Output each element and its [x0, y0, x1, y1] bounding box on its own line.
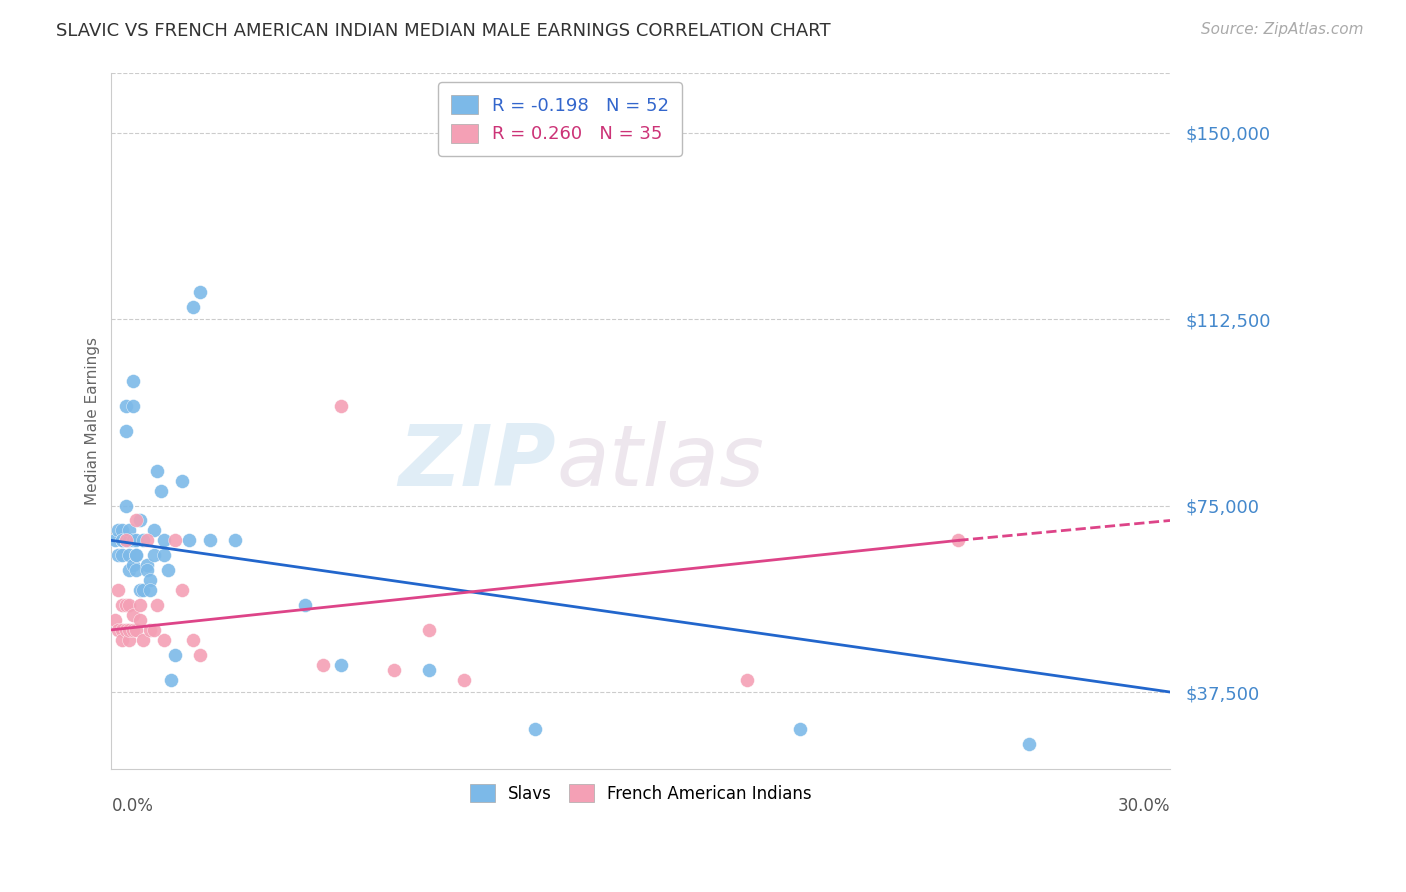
Point	[153, 533, 176, 548]
Point	[142, 524, 165, 538]
Point	[114, 623, 136, 637]
Point	[128, 513, 150, 527]
Point	[121, 623, 143, 637]
Point	[135, 563, 157, 577]
Point	[163, 648, 186, 662]
Point	[114, 499, 136, 513]
Text: SLAVIC VS FRENCH AMERICAN INDIAN MEDIAN MALE EARNINGS CORRELATION CHART: SLAVIC VS FRENCH AMERICAN INDIAN MEDIAN …	[56, 22, 831, 40]
Point	[132, 583, 155, 598]
Text: atlas: atlas	[555, 421, 763, 504]
Point	[118, 632, 141, 647]
Point	[111, 524, 134, 538]
Point	[118, 524, 141, 538]
Point	[181, 632, 204, 647]
Y-axis label: Median Male Earnings: Median Male Earnings	[86, 337, 100, 505]
Point	[104, 533, 127, 548]
Point	[156, 563, 179, 577]
Point	[111, 533, 134, 548]
Point	[153, 632, 176, 647]
Point	[121, 399, 143, 413]
Point	[139, 573, 162, 587]
Point	[188, 648, 211, 662]
Point	[294, 598, 316, 612]
Point	[121, 607, 143, 622]
Point	[125, 563, 148, 577]
Point	[118, 533, 141, 548]
Point	[132, 533, 155, 548]
Point	[523, 723, 546, 737]
Point	[125, 549, 148, 563]
Point	[135, 558, 157, 573]
Point	[114, 533, 136, 548]
Point	[107, 524, 129, 538]
Text: Source: ZipAtlas.com: Source: ZipAtlas.com	[1201, 22, 1364, 37]
Point	[181, 300, 204, 314]
Point	[128, 598, 150, 612]
Point	[125, 513, 148, 527]
Point	[125, 533, 148, 548]
Text: 30.0%: 30.0%	[1118, 797, 1170, 815]
Point	[139, 583, 162, 598]
Point	[418, 623, 440, 637]
Point	[118, 623, 141, 637]
Point	[177, 533, 200, 548]
Point	[121, 533, 143, 548]
Point	[125, 549, 148, 563]
Point	[111, 533, 134, 548]
Point	[142, 549, 165, 563]
Point	[142, 623, 165, 637]
Point	[170, 474, 193, 488]
Point	[948, 533, 970, 548]
Point	[114, 533, 136, 548]
Point	[118, 563, 141, 577]
Point	[121, 558, 143, 573]
Point	[111, 623, 134, 637]
Point	[1018, 737, 1040, 751]
Point	[118, 549, 141, 563]
Point	[125, 623, 148, 637]
Point	[132, 632, 155, 647]
Point	[312, 657, 335, 672]
Point	[382, 663, 405, 677]
Point	[121, 374, 143, 388]
Legend: Slavs, French American Indians: Slavs, French American Indians	[463, 778, 818, 809]
Point	[135, 533, 157, 548]
Point	[453, 673, 475, 687]
Point	[200, 533, 222, 548]
Point	[104, 613, 127, 627]
Point	[735, 673, 758, 687]
Point	[128, 583, 150, 598]
Point	[107, 583, 129, 598]
Point	[170, 583, 193, 598]
Point	[329, 657, 352, 672]
Point	[114, 424, 136, 438]
Point	[107, 549, 129, 563]
Point	[114, 399, 136, 413]
Point	[224, 533, 246, 548]
Point	[188, 285, 211, 299]
Text: 0.0%: 0.0%	[111, 797, 153, 815]
Point	[153, 549, 176, 563]
Point	[329, 399, 352, 413]
Point	[146, 464, 169, 478]
Point	[111, 598, 134, 612]
Point	[418, 663, 440, 677]
Point	[114, 598, 136, 612]
Point	[111, 549, 134, 563]
Point	[163, 533, 186, 548]
Point	[149, 483, 172, 498]
Point	[146, 598, 169, 612]
Point	[111, 632, 134, 647]
Point	[160, 673, 183, 687]
Point	[118, 598, 141, 612]
Point	[128, 613, 150, 627]
Point	[139, 623, 162, 637]
Point	[789, 723, 811, 737]
Point	[107, 623, 129, 637]
Text: ZIP: ZIP	[398, 421, 555, 504]
